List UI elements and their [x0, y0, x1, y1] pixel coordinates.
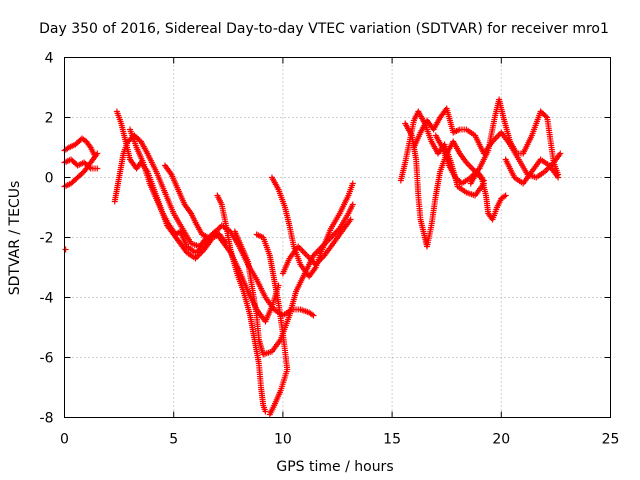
data-point	[62, 246, 69, 253]
data-point	[86, 164, 93, 171]
data-point	[310, 312, 317, 319]
isolated-points	[62, 246, 69, 253]
x-tick-label: 10	[274, 432, 292, 448]
y-axis-label: SDTVAR / TECUs	[7, 181, 23, 296]
grid	[64, 57, 611, 418]
series-arc-2	[61, 150, 101, 190]
data-point	[555, 174, 562, 181]
x-tick-label: 15	[383, 432, 401, 448]
data-point	[557, 150, 564, 157]
data-point	[502, 192, 509, 199]
series-arc-8	[214, 192, 269, 415]
series-arc-5	[111, 132, 210, 250]
chart-title: Day 350 of 2016, Sidereal Day-to-day VTE…	[39, 21, 609, 37]
y-tick-label: -4	[40, 291, 54, 307]
series-arc-18	[502, 156, 562, 187]
y-tick-label: 4	[45, 51, 54, 67]
axis-ticks: 0 5 10 15 20 25 -8 -6 -4 -2 0 2 4	[40, 51, 620, 448]
x-axis-label: GPS time / hours	[276, 459, 393, 475]
data-point	[347, 216, 354, 223]
x-tick-label: 5	[169, 432, 178, 448]
data-point	[94, 165, 101, 172]
series-arc-17	[467, 168, 509, 223]
x-tick-label: 25	[602, 432, 620, 448]
data-marks	[61, 96, 564, 418]
x-tick-label: 20	[492, 432, 510, 448]
data-point	[266, 411, 273, 418]
data-point	[262, 408, 269, 415]
data-point	[349, 180, 356, 187]
data-point	[349, 201, 356, 208]
series-arc-3	[61, 156, 101, 172]
y-tick-label: -2	[40, 231, 54, 247]
x-tick-label: 0	[60, 432, 69, 448]
data-point	[94, 150, 101, 157]
y-tick-label: -8	[40, 411, 54, 427]
data-point	[542, 113, 549, 120]
series-arc-16	[432, 96, 562, 187]
y-tick-label: 2	[45, 111, 54, 127]
y-tick-label: -6	[40, 351, 54, 367]
y-tick-label: 0	[45, 171, 54, 187]
series-arc-12	[279, 216, 354, 277]
series-arc-10	[253, 231, 291, 418]
series-arc-6	[127, 126, 317, 319]
